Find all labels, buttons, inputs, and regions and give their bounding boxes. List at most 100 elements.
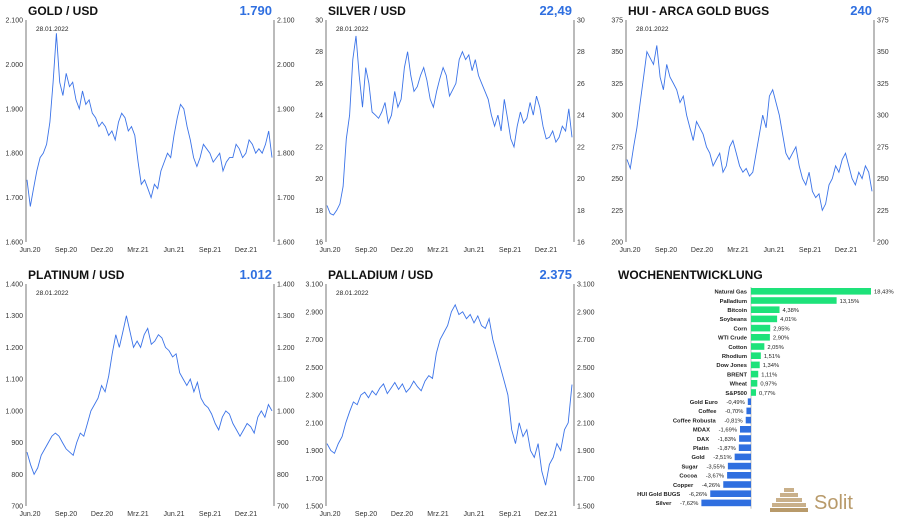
x-tick-label: Dez.20 <box>391 511 413 518</box>
weekly-bar <box>751 334 770 341</box>
x-tick-label: Dez.21 <box>535 247 557 254</box>
y-tick-label-left: 275 <box>611 144 623 151</box>
y-tick-label-left: 1.900 <box>5 106 23 113</box>
weekly-bar <box>734 453 751 461</box>
weekly-bar-label: Palladium <box>720 299 747 305</box>
chart-date-stamp: 28.01.2022 <box>636 26 669 33</box>
y-tick-label-left: 375 <box>611 18 623 25</box>
weekly-bar <box>745 416 751 424</box>
y-tick-label-right: 2.100 <box>277 18 295 25</box>
x-tick-label: Sep.21 <box>799 247 821 254</box>
y-tick-label-left: 800 <box>11 472 23 479</box>
weekly-bar-label: Cotton <box>728 345 747 351</box>
x-tick-label: Jun.21 <box>763 247 784 254</box>
solit-logo: Solit <box>770 488 853 514</box>
y-tick-label-right: 18 <box>577 208 585 215</box>
weekly-bar <box>751 361 760 369</box>
x-tick-label: Jun.20 <box>319 247 340 254</box>
y-tick-label-right: 1.900 <box>277 106 295 113</box>
weekly-bar-value: -0,70% <box>725 409 743 415</box>
weekly-bar <box>751 380 758 387</box>
weekly-bar-label: HUI Gold BUGS <box>637 492 680 498</box>
y-tick-label-right: 26 <box>577 81 585 88</box>
x-tick-label: Dez.20 <box>91 247 113 254</box>
y-tick-label-right: 16 <box>577 240 585 247</box>
y-tick-label-left: 1.900 <box>305 448 323 455</box>
logo-text: Solit <box>814 492 853 514</box>
y-tick-label-right: 1.800 <box>277 151 295 158</box>
x-tick-label: Mrz.21 <box>427 511 449 518</box>
chart-date-stamp: 28.01.2022 <box>36 26 69 33</box>
weekly-bar <box>751 343 765 350</box>
y-tick-label-left: 1.200 <box>5 345 23 352</box>
x-tick-label: Sep.20 <box>55 511 77 518</box>
x-tick-label: Dez.21 <box>535 511 557 518</box>
weekly-bar <box>751 297 837 304</box>
y-tick-label-left: 22 <box>315 144 323 151</box>
price-series-line <box>26 315 273 476</box>
x-tick-label: Dez.21 <box>835 247 857 254</box>
y-tick-label-right: 800 <box>277 472 289 479</box>
y-tick-label-right: 24 <box>577 113 585 120</box>
y-tick-label-left: 1.600 <box>5 240 23 247</box>
y-tick-label-right: 1.700 <box>577 476 595 483</box>
y-tick-label-right: 900 <box>277 440 289 447</box>
y-tick-label-left: 1.100 <box>5 377 23 384</box>
y-tick-label-left: 300 <box>611 113 623 120</box>
weekly-bar-label: Silver <box>656 501 673 507</box>
y-tick-label-left: 2.500 <box>305 365 323 372</box>
x-tick-label: Sep.21 <box>499 247 521 254</box>
y-tick-label-right: 2.000 <box>277 62 295 69</box>
y-tick-label-right: 350 <box>877 49 889 56</box>
weekly-bar-value: -1,87% <box>717 446 735 452</box>
weekly-bar-value: 1,11% <box>761 372 777 378</box>
y-tick-label-right: 28 <box>577 49 585 56</box>
y-tick-label-left: 24 <box>315 113 323 120</box>
chart-title: GOLD / USD <box>28 4 99 18</box>
weekly-bar-value: -4,26% <box>702 483 720 489</box>
weekly-bar-value: -6,26% <box>689 492 707 498</box>
chart-current-value: 22,49 <box>539 3 572 18</box>
weekly-bar-value: -0,81% <box>724 418 742 424</box>
chart-svg: 200 200 225 225 250 250 275 275 300 300 325 325 350 3… <box>611 18 889 255</box>
x-tick-label: Sep.21 <box>199 247 221 254</box>
chart-date-stamp: 28.01.2022 <box>36 290 69 297</box>
y-tick-label-left: 1.700 <box>305 476 323 483</box>
x-tick-label: Sep.20 <box>355 511 377 518</box>
weekly-bar-label: Cocoa <box>679 474 697 480</box>
y-tick-label-left: 20 <box>315 176 323 183</box>
weekly-bar <box>747 398 751 405</box>
y-tick-label-left: 2.100 <box>305 420 323 427</box>
weekly-bar-label: S&P500 <box>725 391 747 397</box>
weekly-bar-label: Gold Euro <box>690 400 718 406</box>
weekly-bar-value: 4,38% <box>783 308 799 314</box>
chart-panel-1: GOLD / USD 1.790 28.01.2022 1.600 1.600 1.700… <box>0 0 300 262</box>
chart-panel-4: PLATINUM / USD 1.012 28.01.2022 700 700 800 80… <box>0 264 300 526</box>
y-tick-label-left: 1.400 <box>5 282 23 289</box>
y-tick-label-left: 3.100 <box>305 282 323 289</box>
y-tick-label-left: 200 <box>611 240 623 247</box>
weekly-bar-label: Coffee Robusta <box>673 418 717 424</box>
weekly-bar-value: 1,34% <box>763 363 779 369</box>
x-tick-label: Jun.20 <box>319 511 340 518</box>
weekly-bar-value: -7,62% <box>680 501 698 507</box>
x-tick-label: Mrz.21 <box>127 247 149 254</box>
weekly-bar <box>739 435 751 442</box>
y-tick-label-right: 1.300 <box>277 313 295 320</box>
y-tick-label-right: 325 <box>877 81 889 88</box>
price-series-line <box>26 33 273 207</box>
y-tick-label-right: 20 <box>577 176 585 183</box>
weekly-bar-value: 18,43% <box>874 290 894 296</box>
weekly-bar-label: DAX <box>697 437 709 443</box>
y-tick-label-right: 2.500 <box>577 365 595 372</box>
weekly-bar <box>723 481 751 488</box>
weekly-bar-label: Corn <box>733 326 747 332</box>
y-tick-label-left: 2.700 <box>305 337 323 344</box>
x-tick-label: Sep.20 <box>55 247 77 254</box>
y-tick-label-right: 2.900 <box>577 309 595 316</box>
y-tick-label-left: 26 <box>315 81 323 88</box>
x-tick-label: Dez.20 <box>91 511 113 518</box>
chart-date-stamp: 28.01.2022 <box>336 290 369 297</box>
y-tick-label-right: 30 <box>577 18 585 25</box>
